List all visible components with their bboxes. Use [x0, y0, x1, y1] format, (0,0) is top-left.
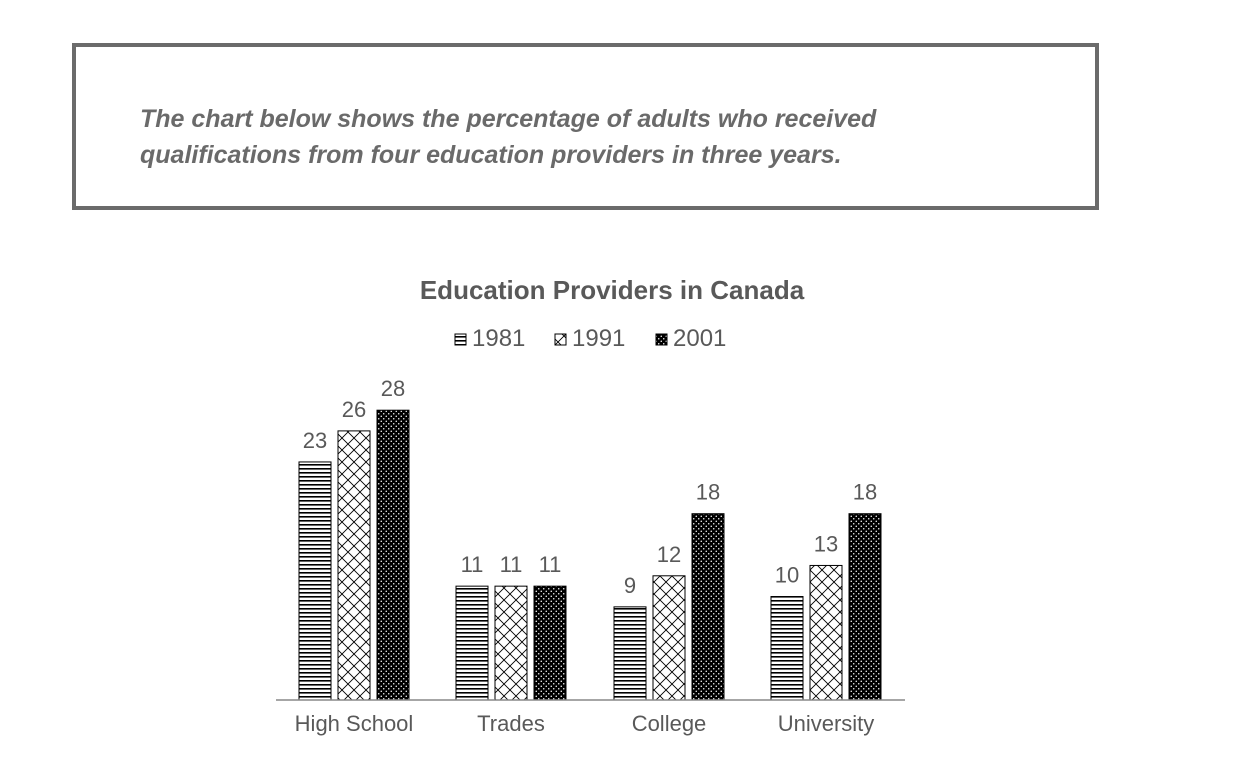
bar-university-2001: [848, 513, 882, 701]
chart-bars: [298, 409, 882, 701]
bar-university-1981: [770, 596, 804, 701]
legend-label-2001: 2001: [673, 325, 726, 352]
legend-label-1991: 1991: [572, 325, 625, 352]
data-label-university-2001: 18: [853, 480, 877, 505]
x-tick-label-college: College: [632, 711, 707, 736]
bar-college-2001: [691, 513, 725, 701]
data-label-university-1991: 13: [814, 531, 838, 556]
x-tick-label-high-school: High School: [295, 711, 414, 736]
bar-trades-2001: [533, 585, 567, 701]
legend-swatch-1991: [554, 333, 567, 346]
chart-data-labels: 23 26 28 11 11 11 9 12 18 10 13 18: [303, 376, 877, 598]
data-label-university-1981: 10: [775, 563, 799, 588]
data-label-trades-1981: 11: [461, 552, 484, 577]
chart-legend: 1981 1991 2001: [454, 325, 726, 352]
data-label-college-1991: 12: [657, 542, 681, 567]
bar-high-school-2001: [376, 409, 410, 701]
x-axis-tick-labels: High School Trades College University: [295, 711, 875, 736]
data-label-trades-1991: 11: [500, 552, 523, 577]
x-tick-label-university: University: [778, 711, 875, 736]
data-label-college-2001: 18: [696, 480, 720, 505]
bar-college-1991: [652, 575, 686, 701]
legend-swatch-1981: [454, 333, 467, 346]
bar-trades-1991: [494, 585, 528, 701]
data-label-high-school-2001: 28: [381, 376, 405, 401]
prompt-box: The chart below shows the percentage of …: [72, 43, 1099, 210]
data-label-high-school-1981: 23: [303, 428, 327, 453]
data-label-college-1981: 9: [624, 573, 636, 598]
chart-title: Education Providers in Canada: [420, 275, 805, 305]
x-tick-label-trades: Trades: [477, 711, 545, 736]
prompt-text: The chart below shows the percentage of …: [140, 105, 877, 169]
bar-university-1991: [809, 564, 843, 701]
legend-entry-1991: 1991: [554, 325, 625, 352]
legend-entry-2001: 2001: [655, 325, 726, 352]
bar-trades-1981: [455, 585, 489, 701]
bar-high-school-1981: [298, 461, 332, 701]
data-label-trades-2001: 11: [539, 552, 562, 577]
bar-high-school-1991: [337, 430, 371, 701]
data-label-high-school-1991: 26: [342, 397, 366, 422]
legend-entry-1981: 1981: [454, 325, 525, 352]
bar-college-1981: [613, 606, 647, 701]
legend-swatch-2001: [655, 333, 668, 346]
legend-label-1981: 1981: [472, 325, 525, 352]
